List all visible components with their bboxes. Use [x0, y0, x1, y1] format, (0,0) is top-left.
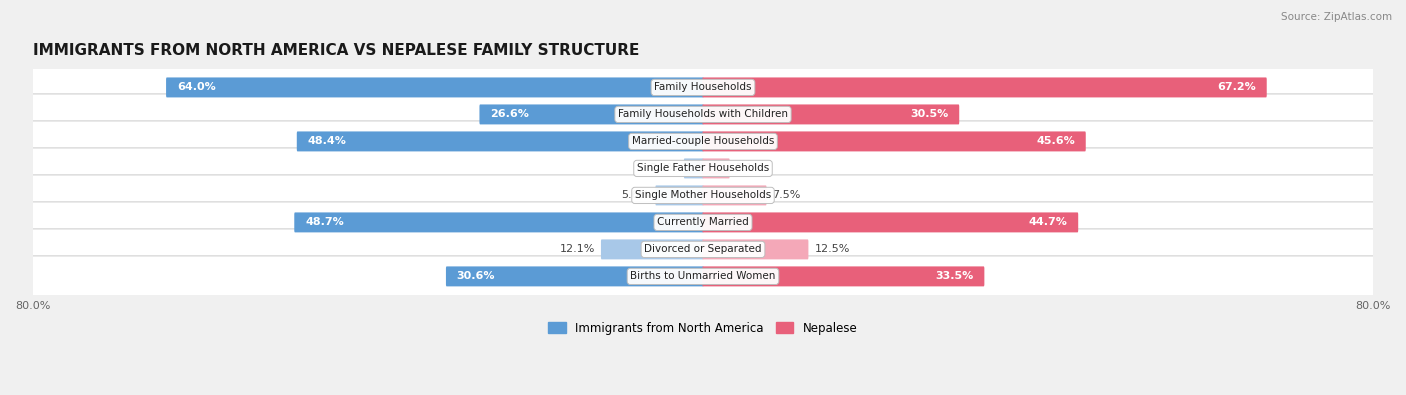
Text: 30.5%: 30.5% — [910, 109, 949, 119]
Text: IMMIGRANTS FROM NORTH AMERICA VS NEPALESE FAMILY STRUCTURE: IMMIGRANTS FROM NORTH AMERICA VS NEPALES… — [32, 43, 640, 58]
Text: 48.7%: 48.7% — [305, 217, 343, 228]
FancyBboxPatch shape — [22, 229, 1384, 270]
FancyBboxPatch shape — [655, 185, 703, 205]
FancyBboxPatch shape — [166, 77, 703, 98]
Text: 44.7%: 44.7% — [1029, 217, 1067, 228]
FancyBboxPatch shape — [22, 67, 1384, 108]
Text: 48.4%: 48.4% — [308, 136, 346, 147]
FancyBboxPatch shape — [22, 175, 1384, 216]
FancyBboxPatch shape — [703, 132, 1085, 151]
Text: 33.5%: 33.5% — [935, 271, 973, 281]
Text: Single Father Households: Single Father Households — [637, 164, 769, 173]
Text: Currently Married: Currently Married — [657, 217, 749, 228]
Text: 2.2%: 2.2% — [650, 164, 678, 173]
FancyBboxPatch shape — [294, 213, 703, 232]
FancyBboxPatch shape — [703, 104, 959, 124]
FancyBboxPatch shape — [703, 239, 808, 260]
Text: 30.6%: 30.6% — [457, 271, 495, 281]
Text: 45.6%: 45.6% — [1036, 136, 1076, 147]
FancyBboxPatch shape — [22, 256, 1384, 297]
FancyBboxPatch shape — [683, 158, 703, 179]
FancyBboxPatch shape — [446, 266, 703, 286]
FancyBboxPatch shape — [22, 121, 1384, 162]
Legend: Immigrants from North America, Nepalese: Immigrants from North America, Nepalese — [544, 317, 862, 339]
FancyBboxPatch shape — [703, 266, 984, 286]
Text: 64.0%: 64.0% — [177, 83, 215, 92]
Text: Source: ZipAtlas.com: Source: ZipAtlas.com — [1281, 12, 1392, 22]
Text: 5.6%: 5.6% — [621, 190, 650, 200]
FancyBboxPatch shape — [703, 213, 1078, 232]
Text: Single Mother Households: Single Mother Households — [636, 190, 770, 200]
Text: Births to Unmarried Women: Births to Unmarried Women — [630, 271, 776, 281]
FancyBboxPatch shape — [22, 148, 1384, 189]
FancyBboxPatch shape — [600, 239, 703, 260]
FancyBboxPatch shape — [479, 104, 703, 124]
Text: Married-couple Households: Married-couple Households — [631, 136, 775, 147]
Text: Divorced or Separated: Divorced or Separated — [644, 245, 762, 254]
Text: Family Households with Children: Family Households with Children — [619, 109, 787, 119]
Text: 26.6%: 26.6% — [491, 109, 529, 119]
Text: 7.5%: 7.5% — [772, 190, 801, 200]
Text: Family Households: Family Households — [654, 83, 752, 92]
Text: 67.2%: 67.2% — [1218, 83, 1256, 92]
Text: 12.1%: 12.1% — [560, 245, 595, 254]
FancyBboxPatch shape — [703, 77, 1267, 98]
Text: 12.5%: 12.5% — [814, 245, 849, 254]
FancyBboxPatch shape — [703, 185, 766, 205]
FancyBboxPatch shape — [22, 202, 1384, 243]
FancyBboxPatch shape — [297, 132, 703, 151]
Text: 3.1%: 3.1% — [735, 164, 763, 173]
FancyBboxPatch shape — [703, 158, 730, 179]
FancyBboxPatch shape — [22, 94, 1384, 135]
